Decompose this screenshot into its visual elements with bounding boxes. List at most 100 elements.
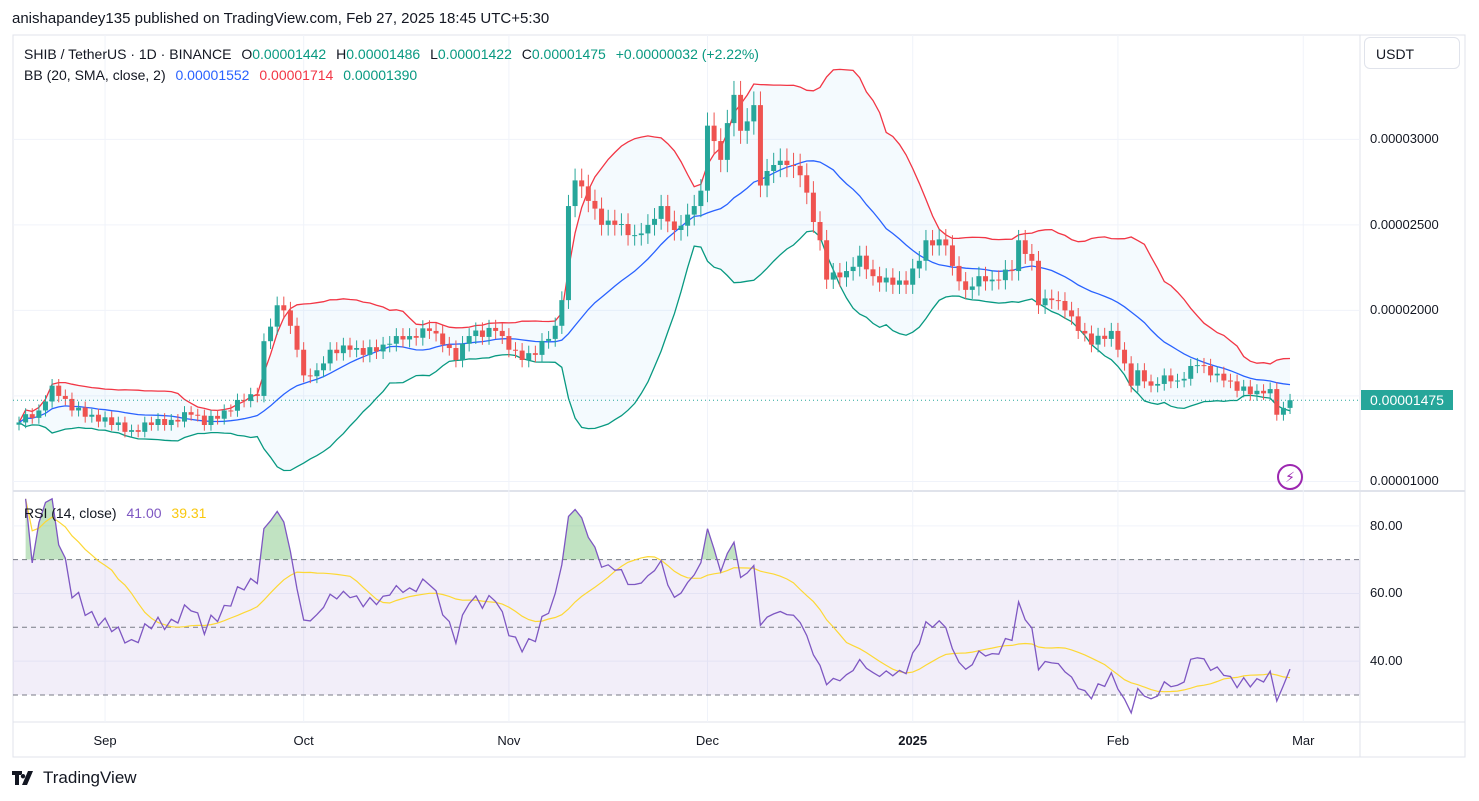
candle (1194, 357, 1200, 374)
candle (446, 336, 452, 356)
candle (585, 174, 591, 213)
candle (519, 343, 525, 368)
candle-body (400, 336, 406, 340)
candle (274, 296, 280, 335)
candle-body (76, 407, 82, 411)
candle-body (1075, 316, 1081, 331)
candle-body (724, 123, 730, 160)
candle (1221, 366, 1227, 388)
candle (148, 416, 154, 431)
ohlc-open: O0.00001442 (241, 46, 327, 62)
candle-body (486, 327, 492, 337)
candle-body (1161, 375, 1167, 384)
candle-body (307, 375, 313, 377)
candle (810, 181, 816, 233)
candle-body (1280, 407, 1286, 415)
candle-body (1168, 375, 1174, 382)
candle (334, 342, 340, 361)
candle (791, 152, 797, 179)
bb-lower-value: 0.00001390 (343, 67, 418, 83)
candle (440, 325, 446, 353)
candle (1201, 357, 1207, 374)
candle-body (837, 272, 843, 278)
candle-body (592, 200, 598, 209)
candle (1082, 322, 1088, 342)
candle (1254, 384, 1260, 401)
candle-body (989, 279, 995, 282)
candle (175, 414, 181, 428)
candle-body (685, 214, 691, 226)
candle (1128, 356, 1134, 393)
candle (1155, 377, 1161, 393)
candle-body (420, 328, 426, 338)
candle (380, 336, 386, 359)
candle-body (440, 333, 446, 345)
candle (453, 340, 459, 368)
candle (1095, 327, 1101, 353)
candle (618, 213, 624, 236)
candle-body (380, 344, 386, 352)
candle-body (565, 206, 571, 301)
candle (234, 393, 240, 417)
candle-body (1022, 240, 1028, 254)
candle-body (426, 328, 432, 331)
candle-body (1069, 310, 1075, 317)
candle-body (460, 343, 466, 360)
candle (195, 408, 201, 422)
candle (142, 416, 148, 438)
candle-body (195, 414, 201, 416)
footer-brand[interactable]: TradingView (12, 768, 137, 788)
rsi-legend: RSI (14, close) 41.00 39.31 (24, 505, 212, 521)
candle-body (129, 430, 135, 432)
candle-body (711, 125, 717, 142)
candle-body (473, 330, 479, 337)
lightning-icon[interactable]: ⚡︎ (1277, 464, 1303, 490)
candle (930, 229, 936, 256)
candle-body (539, 340, 545, 355)
candle (969, 277, 975, 299)
candle (155, 413, 161, 431)
candle-body (1201, 365, 1207, 367)
candle-body (718, 141, 724, 160)
candle-body (916, 260, 922, 269)
candle-body (254, 394, 260, 396)
candle (1122, 342, 1128, 371)
candle (16, 416, 22, 431)
candle-body (102, 417, 108, 422)
rsi-title[interactable]: RSI (14, close) (24, 505, 117, 521)
candle-body (1135, 370, 1141, 386)
symbol-title[interactable]: SHIB / TetherUS · 1D · BINANCE (24, 46, 232, 62)
candle (738, 80, 744, 144)
candle (109, 411, 115, 431)
candle-body (321, 363, 327, 371)
candle-body (354, 348, 360, 350)
currency-button[interactable]: USDT (1364, 37, 1460, 69)
candle-body (678, 225, 684, 230)
candle (360, 340, 366, 363)
candle-body (903, 280, 909, 285)
candle-body (850, 266, 856, 272)
candle-body (1082, 330, 1088, 334)
candle (208, 409, 214, 431)
candle-body (1274, 389, 1280, 415)
tradingview-logo-icon (12, 771, 33, 785)
candle-body (963, 281, 969, 290)
bb-title[interactable]: BB (20, SMA, close, 2) (24, 67, 166, 83)
candle-body (638, 233, 644, 236)
candle-body (334, 349, 340, 354)
candle (1016, 229, 1022, 281)
candle-body (704, 125, 710, 191)
published-header: anishapandey135 published on TradingView… (12, 10, 550, 27)
candle (711, 112, 717, 154)
candle (1049, 289, 1055, 309)
candle (1062, 292, 1068, 319)
candle-body (1108, 330, 1114, 339)
candle-body (168, 419, 174, 425)
candle (784, 148, 790, 178)
candle-body (208, 415, 214, 425)
candle-body (148, 422, 154, 425)
candle-body (1181, 378, 1187, 381)
candle-body (367, 347, 373, 355)
candle-body (771, 165, 777, 171)
